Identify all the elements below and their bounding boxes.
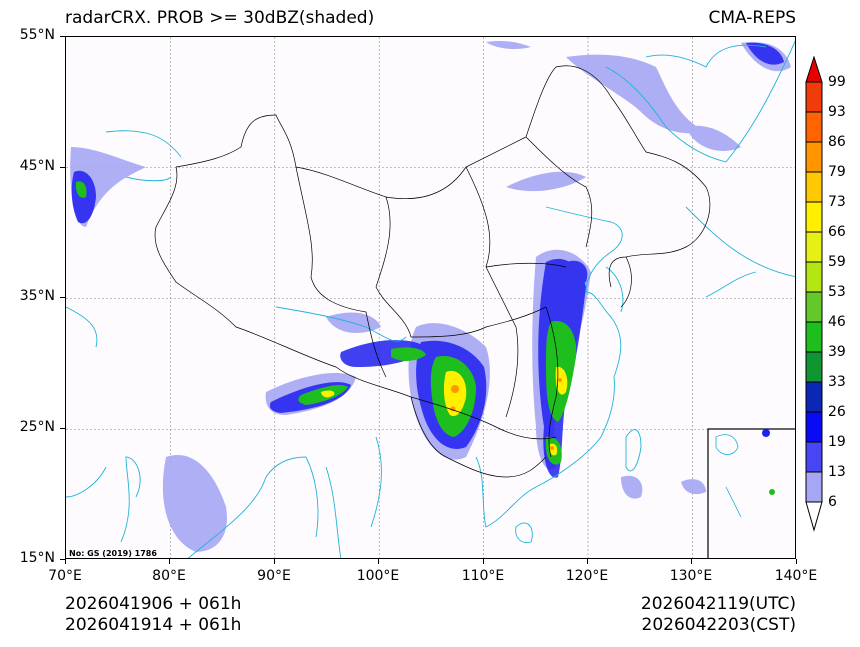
map-canvas: No: GS (2019) 1786 (66, 37, 795, 558)
valid-time-cst: 2026042203(CST) (641, 615, 796, 635)
colorbar-label: 33 (828, 374, 846, 390)
xtick-mark (796, 559, 797, 564)
xtick-mark (169, 559, 170, 564)
prob-shading-low (70, 40, 791, 552)
colorbar-label: 19 (828, 434, 846, 450)
colorbar-label: 6 (828, 494, 837, 510)
colorbar-label: 59 (828, 254, 846, 270)
xtick-label: 80°E (152, 568, 186, 584)
ytick-mark (60, 559, 65, 560)
ytick-label: 45°N (19, 158, 55, 174)
xtick-label: 100°E (356, 568, 400, 584)
colorbar-label: 79 (828, 164, 846, 180)
chart-title: radarCRX. PROB >= 30dBZ(shaded) (65, 8, 375, 28)
borders (154, 65, 711, 478)
ytick-mark (60, 428, 65, 429)
xtick-mark (691, 559, 692, 564)
colorbar-label: 66 (828, 224, 846, 240)
ytick-label: 25°N (19, 419, 55, 435)
model-label: CMA-REPS (708, 8, 796, 28)
map-credit: No: GS (2019) 1786 (69, 549, 157, 558)
ytick-mark (60, 297, 65, 298)
colorbar-over-arrow (805, 56, 823, 83)
colorbar-label: 86 (828, 134, 846, 150)
init-time-utc: 2026041906 + 061h (65, 594, 242, 614)
xtick-mark (587, 559, 588, 564)
colorbar (805, 56, 823, 532)
xtick-mark (274, 559, 275, 564)
colorbar-label: 39 (828, 344, 846, 360)
xtick-label: 90°E (257, 568, 291, 584)
colorbar-label: 93 (828, 104, 846, 120)
colorbar-label: 99 (828, 74, 846, 90)
ytick-label: 55°N (19, 27, 55, 43)
colorbar-label: 26 (828, 404, 846, 420)
xtick-label: 110°E (461, 568, 505, 584)
colorbar-label: 46 (828, 314, 846, 330)
xtick-mark (65, 559, 66, 564)
xtick-label: 130°E (669, 568, 713, 584)
xtick-mark (483, 559, 484, 564)
xtick-mark (378, 559, 379, 564)
colorbar-label: 53 (828, 284, 846, 300)
ytick-mark (60, 36, 65, 37)
ytick-label: 35°N (19, 288, 55, 304)
xtick-label: 70°E (48, 568, 82, 584)
colorbar-boxes (805, 81, 823, 503)
ytick-label: 15°N (19, 550, 55, 566)
ytick-mark (60, 167, 65, 168)
valid-time-utc: 2026042119(UTC) (640, 594, 796, 614)
inset-rain-cell (769, 489, 775, 495)
map-plot-area: No: GS (2019) 1786 (65, 36, 796, 559)
init-time-cst: 2026041914 + 061h (65, 615, 242, 635)
prob-shading-yellow (321, 366, 568, 456)
coastlines (66, 40, 795, 558)
prob-shading-orange (450, 378, 562, 450)
colorbar-label: 13 (828, 464, 846, 480)
xtick-label: 140°E (774, 568, 818, 584)
colorbar-label: 73 (828, 194, 846, 210)
colorbar-under-arrow (805, 501, 823, 532)
xtick-label: 120°E (565, 568, 609, 584)
south-china-sea-inset (707, 428, 795, 558)
